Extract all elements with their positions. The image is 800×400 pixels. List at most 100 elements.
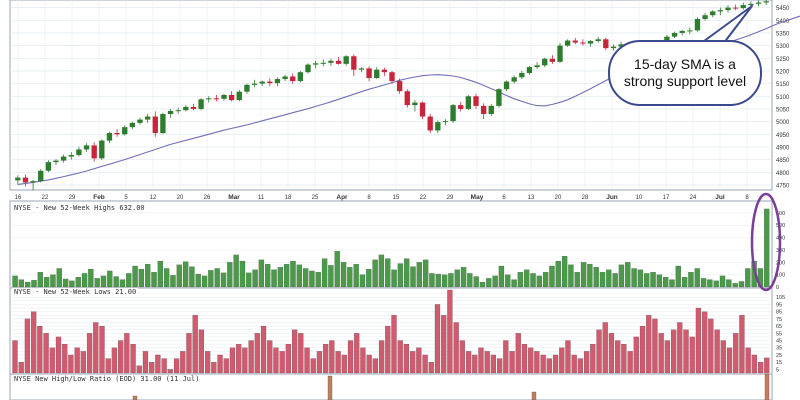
highs-bar — [536, 275, 542, 288]
lows-bar — [136, 365, 142, 374]
highs-bar — [378, 254, 385, 288]
callout-line-1: 15-day SMA is a — [634, 56, 736, 72]
lows-bar — [627, 351, 633, 374]
x-tick-label: 16 — [15, 195, 22, 201]
x-tick-label: 8 — [745, 195, 749, 201]
lows-bar — [130, 344, 136, 374]
lows-tick-label: 35 — [776, 346, 782, 352]
highs-bar — [56, 268, 62, 288]
lows-bar — [639, 325, 646, 374]
lows-tick-label: 85 — [776, 310, 782, 316]
highs-bar — [422, 259, 429, 288]
candle-body — [442, 121, 449, 123]
highs-bar — [391, 269, 397, 288]
candle-body — [251, 83, 258, 85]
lows-bar — [689, 336, 695, 374]
highs-bar — [132, 265, 138, 288]
highs-bar — [460, 267, 467, 288]
highs-bar — [258, 259, 265, 288]
candle-body — [725, 7, 731, 11]
highs-bar — [429, 273, 435, 288]
lows-bar — [142, 351, 149, 374]
price-tick-label: 5150 — [776, 82, 790, 88]
lows-bar — [540, 354, 546, 374]
lows-bar — [316, 351, 323, 374]
lows-bar — [670, 329, 677, 374]
candle-body — [755, 2, 762, 4]
highs-bar — [694, 268, 700, 288]
x-tick-label: Mar — [228, 194, 240, 201]
lows-bar — [441, 315, 447, 374]
lows-bar — [652, 318, 658, 374]
candle-body — [198, 99, 204, 109]
lows-bar — [472, 354, 478, 374]
highs-bar — [700, 278, 707, 288]
highs-bar — [353, 264, 359, 288]
highs-tick-label: 200 — [776, 260, 785, 266]
lows-bar — [341, 354, 347, 374]
highs-bar — [467, 273, 473, 288]
lows-bar — [391, 315, 397, 374]
candle-body — [91, 145, 97, 159]
ratio-panel-title: NYSE New High/Low Ratio (EOD) 31.00 (11 … — [12, 375, 202, 383]
lows-bar — [217, 354, 223, 374]
highs-bar — [542, 272, 549, 288]
lows-bar — [720, 340, 726, 374]
candle-body — [83, 145, 90, 150]
lows-bar — [211, 362, 217, 374]
lows-bar — [559, 347, 565, 374]
lows-bar — [118, 340, 124, 374]
highs-bar — [138, 268, 145, 288]
candle-body — [595, 39, 601, 42]
candle-body — [381, 69, 388, 73]
lows-bar — [285, 344, 291, 374]
lows-bar — [347, 340, 354, 374]
candle-body — [503, 81, 510, 90]
candle-body — [144, 116, 151, 120]
candle-body — [213, 98, 220, 100]
highs-bar — [201, 275, 208, 288]
lows-bar — [31, 311, 37, 374]
lows-bar — [565, 340, 571, 374]
x-tick-label: 29 — [69, 195, 76, 201]
highs-bar — [606, 269, 612, 288]
x-tick-label: 29 — [447, 195, 454, 201]
x-tick-label: 22 — [42, 195, 49, 201]
price-tick-label: 5000 — [776, 120, 790, 126]
candle-body — [702, 15, 708, 19]
candle-body — [122, 127, 128, 135]
lows-bar — [714, 329, 720, 374]
lows-bar — [74, 347, 80, 374]
highs-bar — [517, 272, 524, 288]
candle-body — [68, 155, 74, 157]
highs-bar — [561, 256, 568, 288]
highs-bar — [265, 264, 271, 288]
lows-bar — [310, 358, 316, 374]
candle-body — [312, 63, 319, 65]
lows-bar — [403, 344, 410, 374]
lows-bar — [484, 351, 490, 374]
lows-bar — [596, 329, 602, 374]
candle-body — [358, 68, 365, 70]
lows-bar — [205, 351, 211, 374]
candle-body — [320, 62, 326, 64]
highs-bar — [492, 275, 498, 288]
highs-bar — [50, 274, 56, 288]
candle-body — [450, 105, 456, 122]
x-tick-label: 11 — [258, 195, 265, 201]
highs-bar — [505, 274, 511, 288]
lows-bar — [291, 329, 298, 374]
highs-bar — [416, 262, 422, 288]
lows-bar — [111, 347, 118, 374]
lows-bar — [62, 344, 68, 374]
candle-body — [564, 40, 571, 46]
highs-bar — [302, 268, 309, 288]
price-tick-label: 4900 — [776, 145, 790, 151]
lows-bar — [12, 340, 18, 374]
candle-body — [167, 110, 174, 114]
lows-bar — [372, 358, 378, 374]
candle-body — [38, 170, 44, 182]
highs-bar — [227, 262, 233, 288]
lows-bar — [236, 344, 242, 374]
highs-bar — [62, 278, 69, 288]
